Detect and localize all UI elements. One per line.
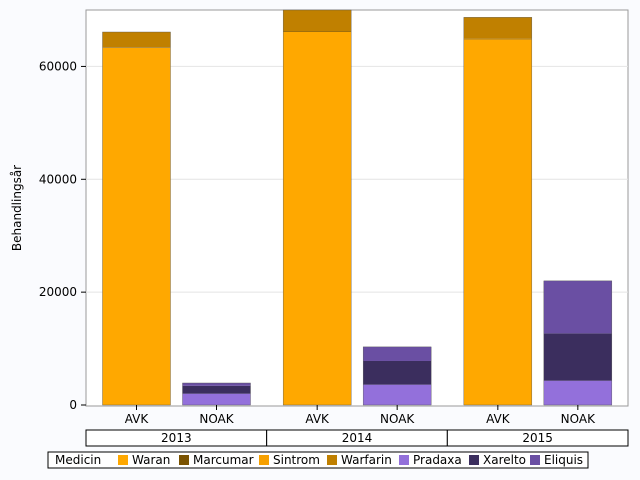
bar-segment: [182, 393, 251, 405]
x-tick-label: NOAK: [561, 412, 596, 426]
legend-swatch: [259, 455, 269, 465]
y-axis-label: Behandlingsår: [10, 165, 24, 251]
x-tick-label: AVK: [125, 412, 150, 426]
bar-segment: [102, 47, 171, 48]
group-box: [446, 429, 629, 447]
bar-segment: [283, 32, 352, 405]
y-tick-label: 0: [69, 398, 77, 412]
bar-segment: [463, 38, 532, 40]
bar-segment: [363, 346, 432, 361]
bar-segment: [463, 17, 532, 39]
group-label: 2013: [161, 431, 192, 445]
legend-swatch: [530, 455, 540, 465]
bar-segment: [182, 382, 251, 386]
legend-swatch: [179, 455, 189, 465]
bar-segment: [543, 380, 612, 405]
legend-swatch: [327, 455, 337, 465]
legend-swatch: [399, 455, 409, 465]
x-tick-label: NOAK: [380, 412, 415, 426]
bar-segment: [182, 385, 251, 394]
y-axis: 0 20000 40000 60000: [39, 59, 86, 412]
bar-segment: [363, 384, 432, 405]
bar-segment: [283, 31, 352, 33]
x-tick-label: NOAK: [199, 412, 234, 426]
x-tick-label: AVK: [305, 412, 330, 426]
legend-title: Medicin: [55, 453, 101, 467]
x-tick-label: AVK: [486, 412, 511, 426]
plot-area: [85, 9, 629, 407]
y-tick-label: 60000: [39, 59, 77, 73]
legend-label: Sintrom: [273, 453, 320, 467]
x-axis: AVK NOAK 2013 AVK NOAK 2014 AVK NOAK 2015: [85, 405, 629, 447]
y-tick-label: 20000: [39, 285, 77, 299]
legend: Medicin Waran Marcumar Sintrom Warfarin Prada…: [47, 451, 589, 469]
bar-segment: [283, 10, 352, 32]
legend-label: Warfarin: [341, 453, 392, 467]
bar-segment: [102, 32, 171, 48]
y-tick-label: 40000: [39, 172, 77, 186]
bar-segment: [363, 360, 432, 385]
legend-swatch: [118, 455, 128, 465]
bar-segment: [543, 333, 612, 381]
legend-label: Marcumar: [193, 453, 254, 467]
legend-label: Xarelto: [483, 453, 526, 467]
legend-label: Eliquis: [544, 453, 583, 467]
gridlines: [86, 65, 628, 293]
group-label: 2015: [522, 431, 553, 445]
legend-label: Pradaxa: [413, 453, 462, 467]
bars: [102, 9, 613, 406]
bar-segment: [463, 39, 532, 405]
legend-swatch: [469, 455, 479, 465]
bar-segment: [102, 47, 171, 406]
group-label: 2014: [342, 431, 373, 445]
legend-label: Waran: [132, 453, 170, 467]
bar-segment: [543, 280, 612, 334]
